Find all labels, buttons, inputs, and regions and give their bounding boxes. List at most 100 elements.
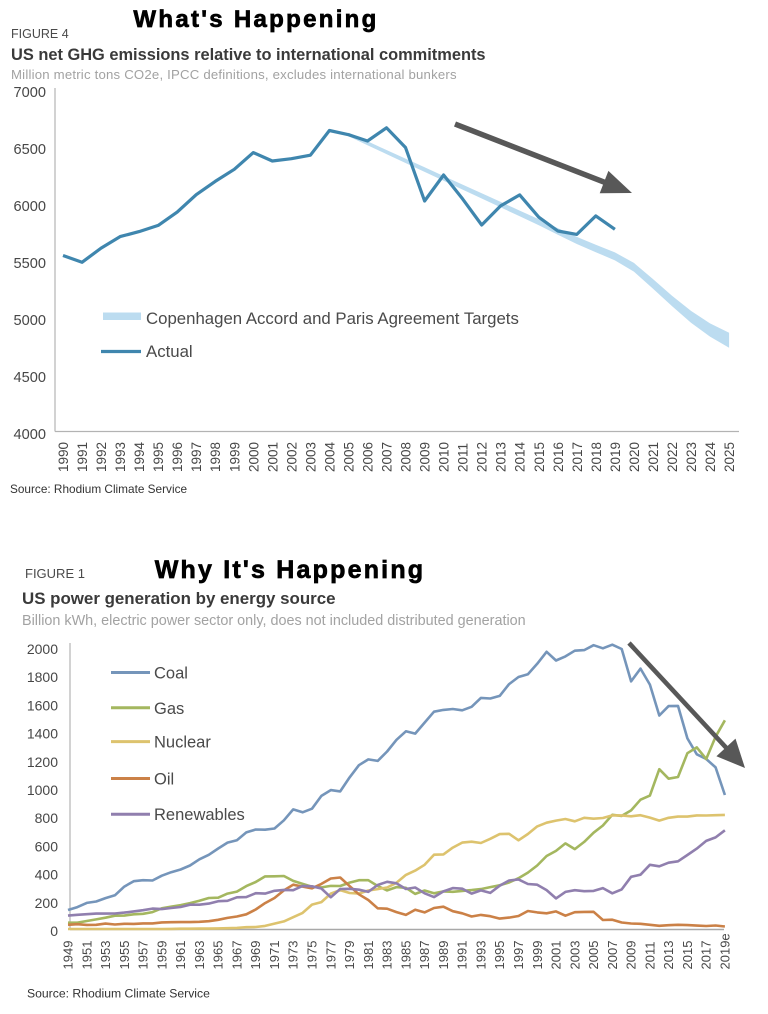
- svg-text:1949: 1949: [61, 941, 76, 970]
- svg-text:2003: 2003: [303, 442, 318, 472]
- svg-text:Nuclear: Nuclear: [154, 734, 211, 752]
- svg-text:2013: 2013: [494, 442, 509, 472]
- svg-text:1969: 1969: [248, 941, 263, 970]
- svg-text:1991: 1991: [75, 442, 90, 472]
- svg-text:1993: 1993: [113, 442, 128, 472]
- svg-text:Copenhagen Accord and Paris Ag: Copenhagen Accord and Paris Agreement Ta…: [146, 309, 519, 328]
- svg-text:1997: 1997: [511, 941, 526, 970]
- svg-text:2019e: 2019e: [717, 933, 732, 969]
- svg-text:5000: 5000: [14, 313, 46, 329]
- svg-text:2008: 2008: [399, 442, 414, 472]
- svg-text:800: 800: [35, 810, 59, 826]
- svg-text:2003: 2003: [567, 941, 582, 970]
- svg-text:1963: 1963: [192, 941, 207, 970]
- svg-text:1953: 1953: [98, 941, 113, 970]
- svg-text:1967: 1967: [229, 941, 244, 970]
- svg-text:1996: 1996: [170, 442, 185, 472]
- svg-text:1959: 1959: [154, 941, 169, 970]
- svg-text:2000: 2000: [246, 442, 261, 472]
- svg-text:2005: 2005: [342, 442, 357, 472]
- svg-text:2015: 2015: [680, 941, 695, 970]
- svg-text:200: 200: [35, 895, 59, 911]
- svg-text:Million metric tons CO2e, IPCC: Million metric tons CO2e, IPCC definitio…: [11, 67, 457, 82]
- svg-text:Source: Rhodium Climate Servic: Source: Rhodium Climate Service: [10, 482, 187, 496]
- svg-text:1979: 1979: [342, 941, 357, 970]
- svg-text:1981: 1981: [361, 941, 376, 970]
- svg-text:FIGURE 4: FIGURE 4: [11, 27, 69, 41]
- svg-text:0: 0: [50, 923, 58, 939]
- svg-text:1400: 1400: [27, 726, 58, 742]
- svg-text:What's Happening: What's Happening: [133, 6, 378, 33]
- svg-text:4000: 4000: [14, 427, 46, 443]
- svg-text:1800: 1800: [27, 669, 58, 685]
- svg-text:2024: 2024: [703, 441, 718, 472]
- svg-text:1000: 1000: [27, 782, 58, 798]
- svg-text:2002: 2002: [284, 442, 299, 472]
- svg-text:2012: 2012: [475, 442, 490, 472]
- svg-text:1983: 1983: [380, 941, 395, 970]
- svg-text:1977: 1977: [323, 941, 338, 970]
- svg-text:Gas: Gas: [154, 700, 184, 718]
- svg-text:6500: 6500: [14, 142, 46, 158]
- svg-text:US net GHG emissions relative: US net GHG emissions relative to interna…: [11, 46, 486, 64]
- svg-text:FIGURE 1: FIGURE 1: [25, 566, 85, 581]
- svg-text:1995: 1995: [492, 941, 507, 970]
- svg-text:1998: 1998: [208, 442, 223, 472]
- svg-text:1993: 1993: [473, 941, 488, 970]
- svg-text:1999: 1999: [530, 941, 545, 970]
- svg-text:1987: 1987: [417, 941, 432, 970]
- svg-text:1989: 1989: [436, 941, 451, 970]
- svg-text:1990: 1990: [56, 442, 71, 472]
- svg-text:Billion kWh, electric power se: Billion kWh, electric power sector only,…: [22, 613, 526, 629]
- svg-text:5500: 5500: [14, 256, 46, 272]
- svg-text:2004: 2004: [322, 441, 337, 472]
- svg-text:1994: 1994: [132, 441, 147, 472]
- svg-text:2005: 2005: [586, 941, 601, 970]
- svg-text:2019: 2019: [608, 442, 623, 472]
- svg-text:1955: 1955: [117, 941, 132, 970]
- svg-text:2006: 2006: [361, 442, 376, 472]
- svg-text:6000: 6000: [14, 199, 46, 215]
- svg-text:1200: 1200: [27, 754, 58, 770]
- svg-text:2023: 2023: [684, 442, 699, 472]
- svg-text:2016: 2016: [551, 442, 566, 472]
- svg-text:1999: 1999: [227, 442, 242, 472]
- svg-text:Renewables: Renewables: [154, 806, 245, 824]
- svg-text:7000: 7000: [14, 85, 46, 101]
- svg-text:2014: 2014: [513, 441, 528, 472]
- svg-text:600: 600: [35, 838, 59, 854]
- svg-text:US power generation by energy: US power generation by energy source: [22, 589, 336, 608]
- svg-text:2018: 2018: [589, 442, 604, 472]
- svg-text:1995: 1995: [151, 442, 166, 472]
- svg-text:1975: 1975: [305, 941, 320, 970]
- svg-text:1985: 1985: [398, 941, 413, 970]
- svg-text:2009: 2009: [624, 941, 639, 970]
- svg-text:1991: 1991: [455, 941, 470, 970]
- svg-text:2007: 2007: [605, 941, 620, 970]
- svg-text:2017: 2017: [699, 941, 714, 970]
- svg-text:1973: 1973: [286, 941, 301, 970]
- svg-text:Actual: Actual: [146, 342, 193, 361]
- svg-text:Why It's Happening: Why It's Happening: [155, 556, 426, 584]
- svg-text:1992: 1992: [94, 442, 109, 472]
- svg-text:1961: 1961: [173, 941, 188, 970]
- svg-text:400: 400: [35, 867, 59, 883]
- svg-text:2010: 2010: [437, 442, 452, 472]
- svg-text:2021: 2021: [646, 442, 661, 472]
- svg-text:4500: 4500: [14, 370, 46, 386]
- svg-text:1600: 1600: [27, 697, 58, 713]
- svg-text:1997: 1997: [189, 442, 204, 472]
- svg-text:2020: 2020: [627, 442, 642, 472]
- svg-text:2013: 2013: [661, 941, 676, 970]
- svg-text:2011: 2011: [642, 942, 657, 970]
- svg-text:1965: 1965: [211, 941, 226, 970]
- svg-text:2025: 2025: [722, 442, 737, 472]
- svg-text:2015: 2015: [532, 442, 547, 472]
- svg-text:2007: 2007: [380, 442, 395, 472]
- svg-text:2001: 2001: [549, 941, 564, 970]
- svg-text:2009: 2009: [418, 442, 433, 472]
- svg-text:2022: 2022: [665, 442, 680, 472]
- svg-text:2001: 2001: [265, 442, 280, 472]
- svg-text:2000: 2000: [27, 641, 58, 657]
- svg-text:2017: 2017: [570, 442, 585, 472]
